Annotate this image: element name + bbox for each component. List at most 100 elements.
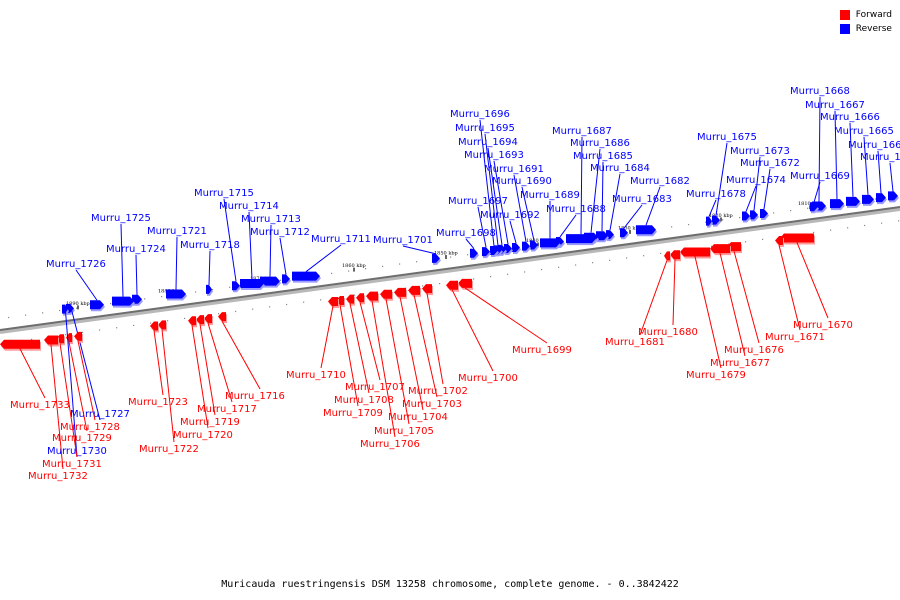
gene-leader-line xyxy=(464,287,548,344)
gene-leader-line xyxy=(834,110,838,200)
gene-arrow xyxy=(292,271,320,281)
rail-dot xyxy=(65,334,67,336)
gene-arrow xyxy=(260,276,280,286)
gene-arrow xyxy=(408,285,420,295)
gene-leader-line xyxy=(672,259,676,326)
gene-arrow xyxy=(218,312,226,322)
gene-label: Murru_1728 xyxy=(60,422,120,433)
backbone-shadow xyxy=(0,206,900,334)
gene-label: Murru_1714 xyxy=(219,201,279,212)
gene-label: Murru_1717 xyxy=(197,404,257,415)
gene-label: Murru_1719 xyxy=(180,417,240,428)
rail-dot xyxy=(31,338,33,340)
gene-leader-line xyxy=(590,148,601,233)
gene-leader-line xyxy=(778,244,801,331)
gene-label: Murru_1699 xyxy=(512,345,572,356)
rail-dot xyxy=(762,238,764,241)
kbp-tick-label: 1850 kbp xyxy=(434,251,458,257)
gene-leader-line xyxy=(715,142,728,216)
gene-label: Murru_1672 xyxy=(740,158,800,169)
legend-reverse: Reverse xyxy=(839,22,892,36)
gene-arrow xyxy=(232,281,240,291)
rail-dot xyxy=(881,222,883,224)
gene-leader-line xyxy=(64,304,78,458)
rail-dot xyxy=(82,331,84,333)
gene-leader-line xyxy=(221,320,261,390)
gene-label: Murru_1676 xyxy=(724,345,784,356)
rail-dot xyxy=(847,227,849,229)
kbp-tick-label: 1840 kbp xyxy=(526,238,550,244)
gene-label: Murru_1682 xyxy=(630,176,690,187)
gene-leader-line xyxy=(75,269,98,301)
gene-label: Murru_1693 xyxy=(464,150,524,161)
gene-leader-line xyxy=(248,211,253,280)
gene-leader-line xyxy=(153,330,164,396)
gene-label: Murru_1669 xyxy=(790,171,850,182)
gene-leader-line xyxy=(305,244,342,273)
gene-arrow xyxy=(90,300,104,310)
gene-label: Murru_1664 xyxy=(848,140,900,151)
gene-arrow xyxy=(760,209,768,219)
gene-arrow xyxy=(710,244,730,254)
gene-leader-line xyxy=(269,224,272,277)
gene-leader-line xyxy=(68,341,88,432)
gene-leader-line xyxy=(601,161,604,232)
rail-dot xyxy=(133,324,135,327)
gene-label: Murru_1675 xyxy=(697,132,757,143)
gene-leader-line xyxy=(863,136,869,195)
gene-label: Murru_1708 xyxy=(334,395,394,406)
gene-arrow xyxy=(166,289,186,299)
gene-arrow xyxy=(680,247,710,257)
kbp-tick-label: 1830 kbp xyxy=(618,226,642,232)
gene-arrow xyxy=(780,233,814,243)
gene-leader-line xyxy=(623,204,643,229)
gene-arrow xyxy=(830,199,844,209)
gene-label: Murru_1729 xyxy=(52,433,112,444)
rail-dot xyxy=(722,219,724,221)
gene-label: Murru_1687 xyxy=(552,126,612,137)
gene-arrow xyxy=(742,211,750,221)
gene-label: Murru_1678 xyxy=(686,189,746,200)
rail-dot xyxy=(150,322,152,324)
gene-label: Murru_1670 xyxy=(793,320,853,331)
gene-label: Murru_1690 xyxy=(492,176,552,187)
rail-dot xyxy=(660,252,662,254)
gene-leader-line xyxy=(207,322,233,403)
rail-dot xyxy=(671,226,673,228)
gene-leader-line xyxy=(399,296,424,411)
legend-forward-label: Forward xyxy=(855,10,892,20)
rail-dot xyxy=(280,279,282,281)
rail-dot xyxy=(807,207,809,209)
rail-dot xyxy=(252,308,254,310)
gene-label: Murru_1671 xyxy=(765,332,825,343)
gene-leader-line xyxy=(708,199,717,217)
gene-leader-line xyxy=(359,302,381,381)
gene-arrow xyxy=(446,280,458,290)
gene-label: Murru_1663 xyxy=(860,152,900,163)
gene-leader-line xyxy=(580,136,583,235)
gene-arrow xyxy=(132,294,142,304)
rail-dot xyxy=(558,266,560,268)
gene-arrow xyxy=(206,284,212,294)
gene-arrow xyxy=(712,215,720,225)
gene-leader-line xyxy=(609,173,621,231)
gene-leader-line xyxy=(513,174,527,242)
gene-label: Murru_1673 xyxy=(730,146,790,157)
kbp-tick-label: 1810 kbp xyxy=(798,201,822,207)
legend-reverse-label: Reverse xyxy=(855,24,892,34)
rail-dot xyxy=(116,327,118,329)
gene-label: Murru_1680 xyxy=(638,327,698,338)
gene-arrow xyxy=(158,320,166,330)
gene-label: Murru_1677 xyxy=(710,358,770,369)
rail-dot xyxy=(382,265,384,267)
rail-dot xyxy=(745,241,747,243)
gene-leader-line xyxy=(199,324,216,416)
gene-leader-line xyxy=(135,254,138,295)
rail-dot xyxy=(643,255,645,257)
gene-arrow xyxy=(328,296,338,306)
gene-leader-line xyxy=(69,303,101,421)
rail-dot xyxy=(705,221,707,223)
gene-label: Murru_1685 xyxy=(573,151,633,162)
gene-arrow xyxy=(380,289,392,299)
gene-arrow xyxy=(394,287,406,297)
